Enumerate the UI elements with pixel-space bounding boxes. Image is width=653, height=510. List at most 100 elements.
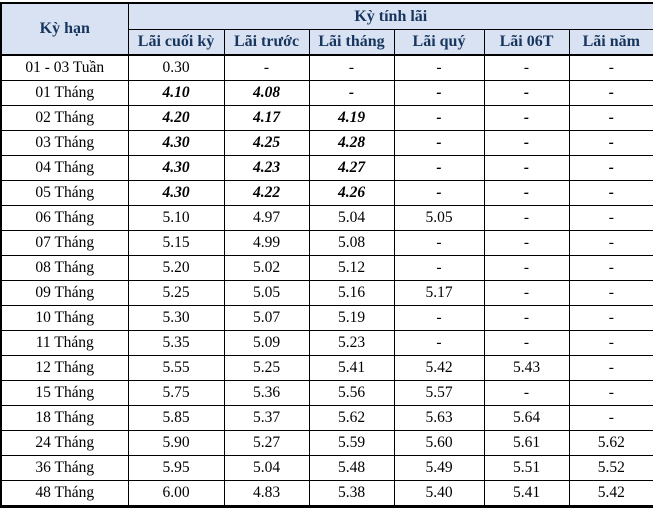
rate-cell: 5.09 <box>223 330 310 356</box>
rate-cell: 4.30 <box>127 130 225 156</box>
rate-cell: 5.62 <box>568 430 653 456</box>
rate-cell: - <box>568 280 653 306</box>
rate-cell: - <box>483 80 570 106</box>
rate-cell: 4.27 <box>308 155 395 181</box>
group-header-row: Kỳ hạn Kỳ tính lãi <box>0 2 653 56</box>
term-cell: 09 Tháng <box>0 280 129 306</box>
rate-cell: - <box>568 355 653 381</box>
term-cell: 01 - 03 Tuần <box>0 54 129 81</box>
rate-cell: 5.35 <box>127 330 225 356</box>
rate-cell: 4.26 <box>308 180 395 206</box>
column-header-3: Lãi tháng <box>308 29 395 56</box>
rate-cell: 5.63 <box>393 405 485 431</box>
rate-cell: 5.41 <box>308 355 395 381</box>
table-row: 01 Tháng 4.10 4.08- - - - <box>0 80 653 106</box>
rate-cell: - <box>393 130 485 156</box>
rate-cell: 5.10 <box>127 205 225 231</box>
table-row: 36 Tháng 5.95 5.04 5.48 5.49 5.51 5.52 <box>0 455 653 481</box>
rate-cell: - <box>393 155 485 181</box>
rate-cell: - <box>568 380 653 406</box>
column-header-row: Lãi cuối kỳ Lãi trước Lãi tháng Lãi quý Lãi … <box>1 29 653 56</box>
rate-cell: 4.30 <box>127 180 225 206</box>
rate-cell: 5.57 <box>393 380 485 406</box>
rate-cell: 4.22 <box>223 180 310 206</box>
rate-cell: - <box>393 105 485 131</box>
rate-cell: 4.99 <box>223 230 310 256</box>
rate-cell: - <box>568 130 653 156</box>
rate-cell: - <box>568 230 653 256</box>
rate-cell: - <box>483 130 570 156</box>
rate-cell: - <box>483 255 570 281</box>
rate-cell: - <box>568 180 653 206</box>
table-row: 11 Tháng 5.35 5.09 5.23- - - <box>0 330 653 356</box>
table-row: 10 Tháng 5.30 5.07 5.19- - - <box>0 305 653 331</box>
rate-cell: 5.04 <box>223 455 310 481</box>
term-cell: 11 Tháng <box>0 330 129 356</box>
term-cell: 10 Tháng <box>0 305 129 331</box>
table-row: 08 Tháng 5.20 5.02 5.12- - - <box>0 255 653 281</box>
table-row: 12 Tháng 5.55 5.25 5.41 5.42 5.43- <box>0 355 653 381</box>
rate-cell: - <box>568 255 653 281</box>
rate-cell: 5.55 <box>127 355 225 381</box>
rate-cell: - <box>393 330 485 356</box>
rate-cell: 5.05 <box>223 280 310 306</box>
rate-cell: 4.23 <box>223 155 310 181</box>
column-header-5: Lãi 06T <box>483 29 570 56</box>
rate-cell: 4.30 <box>127 155 225 181</box>
term-cell: 24 Tháng <box>0 430 129 456</box>
rate-cell: 5.04 <box>308 205 395 231</box>
rate-cell: 0.30 <box>127 54 225 81</box>
table-row: 48 Tháng 6.00 4.83 5.38 5.40 5.41 5.42 <box>0 480 653 507</box>
table-row: 09 Tháng 5.25 5.05 5.16 5.17- - <box>0 280 653 306</box>
term-cell: 18 Tháng <box>0 405 129 431</box>
rate-cell: 5.30 <box>127 305 225 331</box>
rate-cell: 4.25 <box>223 130 310 156</box>
term-cell: 02 Tháng <box>0 105 129 131</box>
rate-cell: - <box>483 180 570 206</box>
rate-cell: 4.08 <box>223 80 310 106</box>
rate-cell: 6.00 <box>127 480 225 507</box>
rate-cell: - <box>393 305 485 331</box>
rate-cell: - <box>483 280 570 306</box>
table-row: 05 Tháng 4.30 4.22 4.26- - - <box>0 180 653 206</box>
term-cell: 48 Tháng <box>0 480 129 507</box>
interest-period-group-header: Kỳ tính lãi <box>127 2 653 30</box>
rate-cell: 5.95 <box>127 455 225 481</box>
rate-cell: 4.97 <box>223 205 310 231</box>
column-header-6: Lãi năm <box>568 29 653 56</box>
rate-cell: 5.59 <box>308 430 395 456</box>
rate-cell: 5.07 <box>223 305 310 331</box>
rate-cell: 5.41 <box>483 480 570 507</box>
rate-cell: 5.64 <box>483 405 570 431</box>
rate-cell: 5.25 <box>223 355 310 381</box>
rate-cell: 5.52 <box>568 455 653 481</box>
table-row: 06 Tháng 5.10 4.97 5.04 5.05- - <box>0 205 653 231</box>
rate-cell: - <box>483 105 570 131</box>
rate-cell: - <box>393 230 485 256</box>
column-header-1: Lãi cuối kỳ <box>127 29 225 56</box>
term-cell: 12 Tháng <box>0 355 129 381</box>
rate-cell: 5.38 <box>308 480 395 507</box>
rate-cell: - <box>483 380 570 406</box>
table-row: 03 Tháng 4.30 4.25 4.28- - - <box>0 130 653 156</box>
rate-cell: - <box>483 54 570 81</box>
term-cell: 01 Tháng <box>0 80 129 106</box>
term-cell: 36 Tháng <box>0 455 129 481</box>
table-row: 02 Tháng 4.20 4.17 4.19- - - <box>0 105 653 131</box>
table-row: 18 Tháng 5.85 5.37 5.62 5.63 5.64- <box>0 405 653 431</box>
table-row: 15 Tháng 5.75 5.36 5.56 5.57- - <box>0 380 653 406</box>
rate-cell: - <box>568 205 653 231</box>
rate-cell: 5.36 <box>223 380 310 406</box>
rate-cell: 4.10 <box>127 80 225 106</box>
rate-cell: - <box>393 54 485 81</box>
rate-cell: 5.62 <box>308 405 395 431</box>
rate-cell: 5.17 <box>393 280 485 306</box>
rate-cell: - <box>568 54 653 81</box>
term-cell: 05 Tháng <box>0 180 129 206</box>
rate-cell: 5.25 <box>127 280 225 306</box>
rate-cell: - <box>483 305 570 331</box>
rate-cell: 4.28 <box>308 130 395 156</box>
term-cell: 03 Tháng <box>0 130 129 156</box>
rate-cell: - <box>483 230 570 256</box>
rate-cell: 5.15 <box>127 230 225 256</box>
